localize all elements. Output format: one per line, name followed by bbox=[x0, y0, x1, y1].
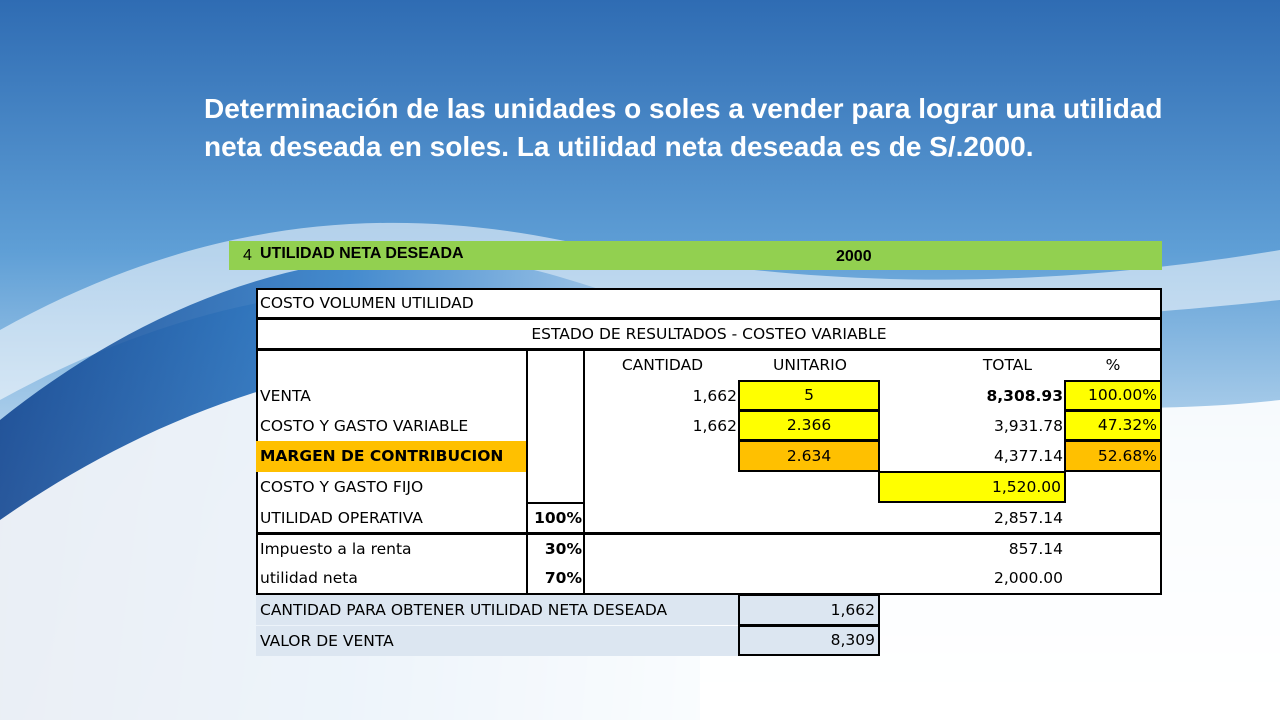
rate-column-border-right bbox=[583, 349, 585, 595]
utilidad-operativa-rate-frame bbox=[526, 502, 585, 534]
row-label-costo-variable: COSTO Y GASTO VARIABLE bbox=[260, 417, 469, 435]
summary-value-cantidad: 1,662 bbox=[738, 594, 880, 626]
costo-variable-unitario: 2.366 bbox=[738, 410, 880, 441]
target-profit-label: UTILIDAD NETA DESEADA bbox=[260, 245, 464, 262]
row-label-costo-fijo: COSTO Y GASTO FIJO bbox=[260, 478, 424, 496]
summary-value-valor: 8,309 bbox=[738, 625, 880, 656]
row-label-impuesto: Impuesto a la renta bbox=[260, 540, 412, 558]
venta-total: 8,308.93 bbox=[986, 387, 1064, 405]
rate-column-border bbox=[526, 349, 528, 595]
tax-frame bbox=[256, 533, 1162, 595]
step-number: 4 bbox=[243, 247, 252, 264]
row-label-venta: VENTA bbox=[260, 387, 311, 405]
summary-label-valor: VALOR DE VENTA bbox=[256, 626, 738, 656]
costo-variable-cantidad: 1,662 bbox=[692, 417, 737, 435]
utilidad-operativa-rate: 100% bbox=[534, 509, 582, 527]
margen-unitario: 2.634 bbox=[738, 440, 880, 472]
column-header-pct: % bbox=[1105, 356, 1121, 374]
target-profit-bar: 4 UTILIDAD NETA DESEADA 2000 bbox=[229, 241, 1162, 270]
costo-fijo-total: 1,520.00 bbox=[878, 471, 1066, 503]
utilidad-neta-total: 2,000.00 bbox=[993, 569, 1063, 587]
column-header-cantidad: CANTIDAD bbox=[621, 356, 704, 374]
venta-pct: 100.00% bbox=[1064, 380, 1162, 411]
section-title: COSTO VOLUMEN UTILIDAD bbox=[260, 294, 474, 312]
venta-unitario: 5 bbox=[738, 380, 880, 411]
costo-variable-total: 3,931.78 bbox=[993, 417, 1063, 435]
impuesto-rate: 30% bbox=[544, 540, 582, 558]
margen-total: 4,377.14 bbox=[993, 447, 1063, 465]
summary-label-cantidad: CANTIDAD PARA OBTENER UTILIDAD NETA DESE… bbox=[256, 595, 738, 625]
utilidad-neta-rate: 70% bbox=[544, 569, 582, 587]
utilidad-operativa-total: 2,857.14 bbox=[993, 509, 1063, 527]
venta-cantidad: 1,662 bbox=[692, 387, 737, 405]
statement-subtitle: ESTADO DE RESULTADOS - COSTEO VARIABLE bbox=[531, 325, 887, 343]
column-header-unitario: UNITARIO bbox=[773, 356, 847, 374]
impuesto-total: 857.14 bbox=[1008, 540, 1063, 558]
row-label-utilidad-operativa: UTILIDAD OPERATIVA bbox=[260, 509, 423, 527]
target-profit-value: 2000 bbox=[836, 248, 872, 265]
costo-variable-pct: 47.32% bbox=[1064, 410, 1162, 441]
margen-pct: 52.68% bbox=[1064, 440, 1162, 472]
column-header-total: TOTAL bbox=[982, 356, 1032, 374]
row-label-margen: MARGEN DE CONTRIBUCION bbox=[256, 441, 526, 472]
page-title: Determinación de las unidades o soles a … bbox=[204, 93, 1163, 162]
row-label-utilidad-neta: utilidad neta bbox=[260, 569, 358, 587]
